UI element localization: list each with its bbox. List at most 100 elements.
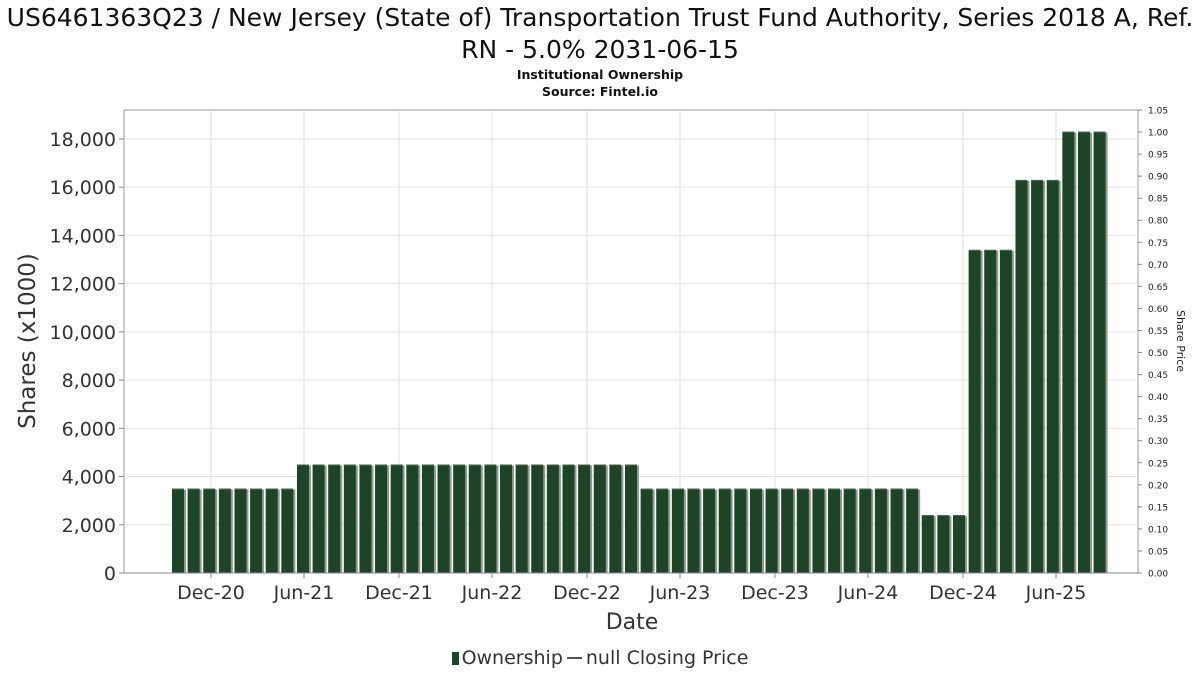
ownership-bar	[312, 464, 325, 573]
ownership-bar	[406, 464, 419, 573]
ownership-bar	[921, 515, 934, 573]
ownership-bar	[296, 464, 309, 573]
ownership-bar	[250, 488, 263, 573]
y-axis-title: Shares (x1000)	[15, 253, 41, 429]
y2-tick-label: 0.90	[1148, 173, 1168, 183]
x-tick-label: Dec-20	[177, 582, 245, 604]
ownership-bar	[172, 488, 184, 573]
y2-tick-label: 0.60	[1148, 305, 1168, 315]
y-tick-label: 12,000	[50, 274, 116, 296]
ownership-bar	[593, 464, 606, 573]
ownership-bar	[671, 488, 684, 573]
ownership-bar	[562, 464, 575, 573]
ownership-bar	[265, 488, 278, 573]
ownership-bar	[1046, 179, 1059, 573]
y2-tick-label: 0.20	[1148, 481, 1168, 491]
ownership-bar	[437, 464, 450, 573]
ownership-bar	[500, 464, 513, 573]
ownership-bar	[999, 249, 1012, 574]
ownership-bar	[906, 488, 919, 573]
ownership-bar	[843, 488, 856, 573]
ownership-bar	[874, 488, 887, 573]
ownership-bar	[812, 488, 825, 573]
y2-tick-label: 0.10	[1148, 525, 1168, 535]
ownership-bar	[1015, 179, 1028, 573]
ownership-bar	[390, 464, 403, 573]
legend: Ownership null Closing Price	[0, 647, 1200, 669]
ownership-bar	[187, 488, 200, 573]
y-tick-label: 10,000	[50, 322, 116, 344]
ownership-bar	[468, 464, 481, 573]
x-tick-label: Jun-22	[461, 582, 523, 604]
ownership-bar	[359, 464, 372, 573]
y2-tick-label: 0.80	[1148, 217, 1168, 227]
y-tick-label: 0	[104, 563, 116, 585]
ownership-bar	[890, 488, 903, 573]
ownership-bar	[624, 464, 637, 573]
y2-tick-label: 1.05	[1148, 107, 1168, 117]
y2-tick-label: 0.75	[1148, 239, 1168, 249]
ownership-bar	[1093, 131, 1106, 573]
y2-tick-label: 0.15	[1148, 503, 1168, 513]
y2-tick-label: 0.70	[1148, 261, 1168, 271]
ownership-bar	[749, 488, 762, 573]
ownership-bar	[578, 464, 591, 573]
y2-tick-label: 0.45	[1148, 371, 1168, 381]
ownership-bar	[218, 488, 231, 573]
ownership-bar	[515, 464, 528, 573]
ownership-bar	[734, 488, 747, 573]
y2-tick-label: 0.00	[1148, 570, 1168, 580]
y2-tick-label: 0.35	[1148, 415, 1168, 425]
ownership-bar	[640, 488, 653, 573]
ownership-bar	[687, 488, 700, 573]
y2-tick-label: 0.65	[1148, 283, 1168, 293]
ownership-bar	[531, 464, 544, 573]
x-tick-label: Jun-25	[1025, 582, 1087, 604]
y-tick-label: 4,000	[62, 467, 116, 489]
y2-tick-label: 1.00	[1148, 129, 1168, 139]
y2-tick-label: 0.50	[1148, 349, 1168, 359]
ownership-bar	[984, 249, 997, 574]
chart-source: Source: Fintel.io	[542, 84, 658, 99]
y2-tick-label: 0.40	[1148, 393, 1168, 403]
ownership-bar	[796, 488, 809, 573]
ownership-bar	[781, 488, 794, 573]
y2-tick-label: 0.95	[1148, 151, 1168, 161]
ownership-bar	[1077, 131, 1090, 573]
ownership-bar	[937, 515, 950, 573]
x-tick-label: Jun-24	[837, 582, 899, 604]
x-tick-label: Dec-21	[365, 582, 433, 604]
ownership-bar	[828, 488, 841, 573]
ownership-bar	[375, 464, 388, 573]
ownership-bar	[656, 488, 669, 573]
y2-tick-label: 0.05	[1148, 547, 1168, 557]
ownership-bar	[281, 488, 294, 573]
ownership-bar	[609, 464, 622, 573]
y-tick-label: 8,000	[62, 370, 116, 392]
y-tick-label: 16,000	[50, 177, 116, 199]
y-tick-label: 18,000	[50, 129, 116, 151]
ownership-bar	[234, 488, 247, 573]
ownership-legend-swatch	[451, 652, 459, 665]
x-tick-label: Jun-23	[649, 582, 711, 604]
ownership-bar	[1062, 131, 1075, 573]
ownership-bar	[484, 464, 497, 573]
y2-axis-title: Share Price	[1174, 310, 1187, 372]
closing-price-legend-line	[566, 657, 582, 659]
y-tick-label: 6,000	[62, 418, 116, 440]
ownership-bar	[968, 249, 981, 574]
y-tick-label: 2,000	[62, 515, 116, 537]
y2-tick-label: 0.30	[1148, 437, 1168, 447]
x-tick-label: Dec-22	[553, 582, 621, 604]
x-tick-label: Jun-21	[273, 582, 335, 604]
ownership-bar	[343, 464, 356, 573]
ownership-bar	[546, 464, 559, 573]
ownership-bar	[859, 488, 872, 573]
ownership-bar	[953, 515, 965, 573]
x-tick-label: Dec-24	[929, 582, 997, 604]
x-tick-label: Dec-23	[741, 582, 809, 604]
y2-tick-label: 0.85	[1148, 195, 1168, 205]
ownership-bar	[765, 488, 778, 573]
y2-tick-label: 0.55	[1148, 327, 1168, 337]
